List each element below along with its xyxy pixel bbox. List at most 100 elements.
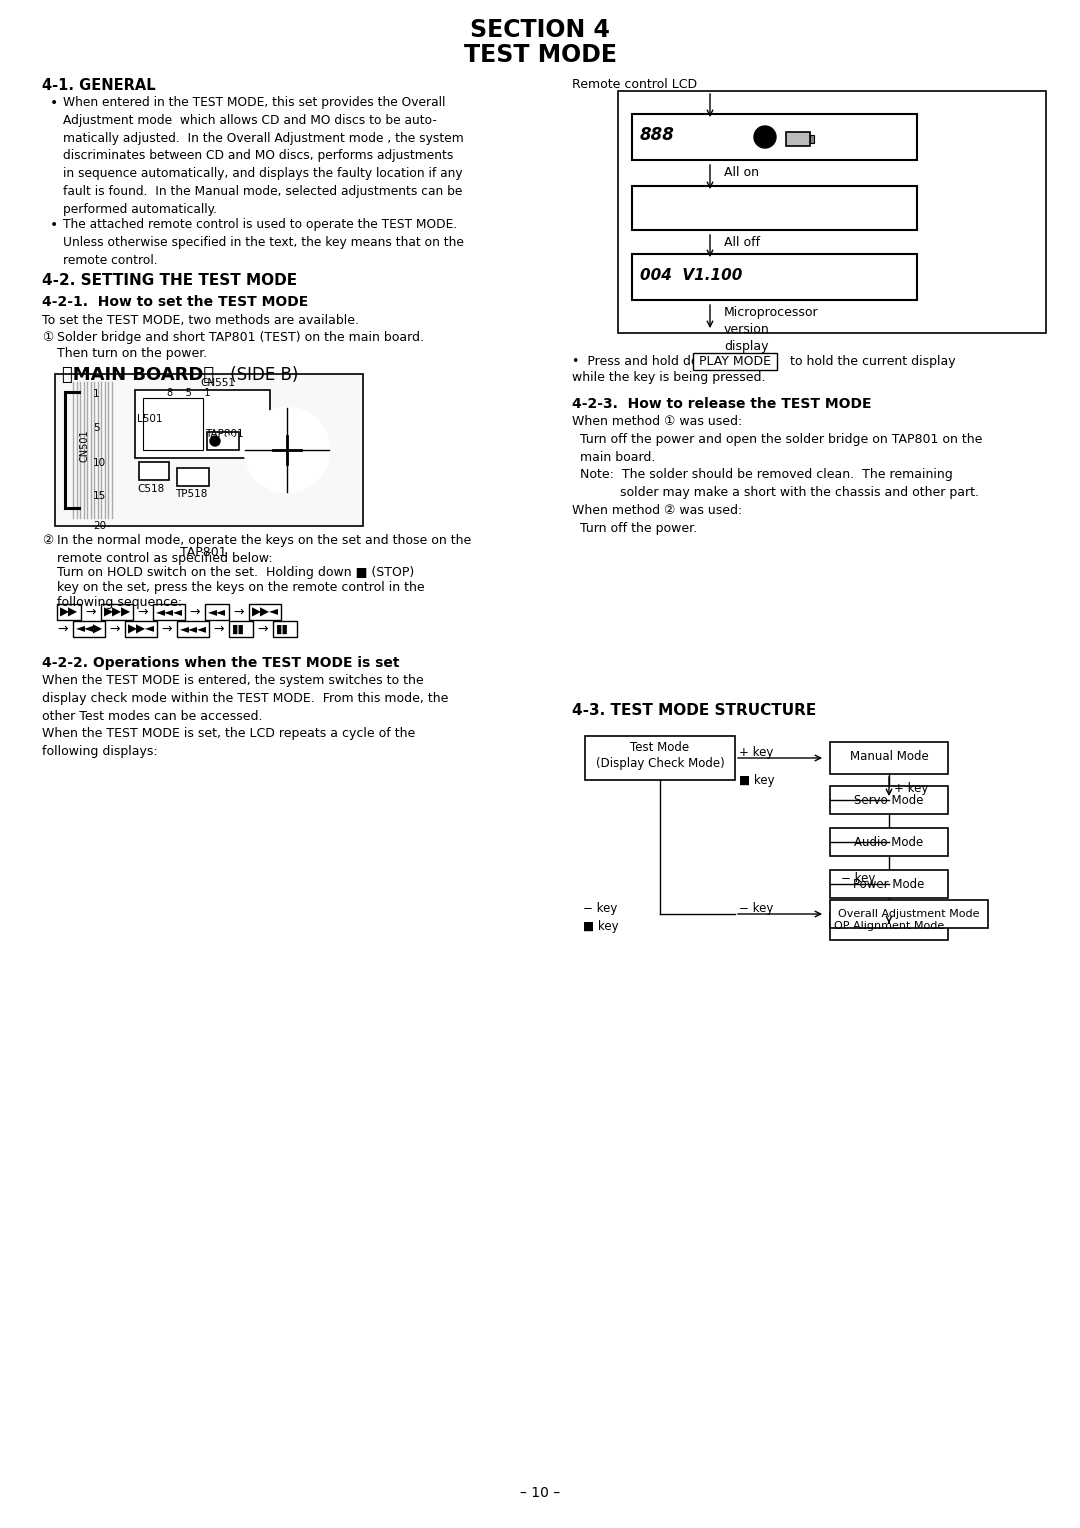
- Text: To set the TEST MODE, two methods are available.: To set the TEST MODE, two methods are av…: [42, 313, 359, 327]
- Text: 4-3. TEST MODE STRUCTURE: 4-3. TEST MODE STRUCTURE: [572, 703, 816, 718]
- Circle shape: [245, 408, 329, 492]
- Bar: [810, 134, 814, 144]
- Bar: [273, 620, 297, 637]
- Text: 4-2-1.  How to set the TEST MODE: 4-2-1. How to set the TEST MODE: [42, 295, 308, 309]
- Bar: [57, 604, 81, 620]
- Text: ▮▮: ▮▮: [276, 622, 289, 636]
- Text: ▶▶◄: ▶▶◄: [129, 622, 156, 636]
- Text: •: •: [50, 96, 58, 110]
- Text: →: →: [137, 605, 148, 619]
- Bar: [249, 604, 281, 620]
- Text: − key: − key: [583, 902, 618, 915]
- Bar: [632, 254, 917, 299]
- Bar: [55, 374, 363, 526]
- Bar: [139, 461, 168, 480]
- Text: ◄◄◄: ◄◄◄: [156, 605, 183, 619]
- Text: →: →: [109, 622, 120, 636]
- Text: TEST MODE: TEST MODE: [463, 43, 617, 67]
- Bar: [102, 604, 133, 620]
- Bar: [177, 468, 210, 486]
- Text: key on the set, press the keys on the remote control in the: key on the set, press the keys on the re…: [57, 581, 424, 594]
- Text: →: →: [85, 605, 95, 619]
- Text: •  Press and hold down: • Press and hold down: [572, 354, 717, 368]
- Bar: [153, 604, 185, 620]
- Circle shape: [754, 125, 777, 148]
- Text: 『MAIN BOARD』: 『MAIN BOARD』: [62, 367, 214, 384]
- Text: →: →: [57, 622, 67, 636]
- Text: Power Mode: Power Mode: [853, 877, 924, 891]
- Circle shape: [225, 435, 235, 446]
- Text: Servo Mode: Servo Mode: [854, 793, 923, 807]
- Bar: [125, 620, 157, 637]
- Bar: [229, 620, 253, 637]
- Text: 1: 1: [93, 390, 99, 399]
- Text: – 10 –: – 10 –: [519, 1487, 561, 1500]
- Text: 004  V1.100: 004 V1.100: [640, 267, 742, 283]
- Bar: [831, 828, 948, 856]
- Bar: [632, 115, 917, 160]
- Bar: [831, 869, 948, 898]
- Bar: [632, 186, 917, 231]
- Text: Test Mode
(Display Check Mode): Test Mode (Display Check Mode): [596, 741, 725, 770]
- Text: ▮▮: ▮▮: [232, 622, 245, 636]
- Text: ①: ①: [42, 332, 53, 344]
- Text: ▶▶◄: ▶▶◄: [252, 605, 279, 619]
- Text: to hold the current display: to hold the current display: [789, 354, 956, 368]
- Bar: [585, 736, 735, 779]
- Text: CN551: CN551: [200, 377, 235, 388]
- Text: while the key is being pressed.: while the key is being pressed.: [572, 371, 766, 384]
- Text: ▶▶▶: ▶▶▶: [104, 605, 131, 619]
- Text: →: →: [233, 605, 243, 619]
- Text: 20: 20: [93, 521, 106, 532]
- Text: 4-2-2. Operations when the TEST MODE is set: 4-2-2. Operations when the TEST MODE is …: [42, 656, 400, 669]
- Text: SECTION 4: SECTION 4: [470, 18, 610, 41]
- Text: The attached remote control is used to operate the TEST MODE.
Unless otherwise s: The attached remote control is used to o…: [63, 219, 464, 266]
- Bar: [207, 432, 239, 451]
- Bar: [177, 620, 210, 637]
- Bar: [135, 390, 270, 458]
- Text: 8    5    1: 8 5 1: [167, 388, 211, 397]
- Bar: [831, 900, 988, 927]
- Text: ■ key: ■ key: [739, 775, 774, 787]
- Text: − key: − key: [739, 902, 773, 915]
- Text: following sequence:: following sequence:: [57, 596, 183, 610]
- Circle shape: [210, 435, 220, 446]
- Text: ▶▶: ▶▶: [60, 605, 78, 619]
- Text: OP Alignment Mode: OP Alignment Mode: [834, 921, 944, 931]
- Text: TP518: TP518: [175, 489, 207, 500]
- Text: ◄◄▶: ◄◄▶: [76, 622, 103, 636]
- Bar: [831, 785, 948, 814]
- Bar: [205, 604, 229, 620]
- Text: →: →: [161, 622, 172, 636]
- Text: ◄◄: ◄◄: [208, 605, 226, 619]
- Text: Remote control LCD: Remote control LCD: [572, 78, 697, 92]
- Text: 4-2. SETTING THE TEST MODE: 4-2. SETTING THE TEST MODE: [42, 274, 297, 287]
- Text: L501: L501: [137, 414, 162, 423]
- Text: (SIDE B): (SIDE B): [225, 367, 298, 384]
- Text: TAP801: TAP801: [205, 429, 244, 439]
- Text: 15: 15: [93, 490, 106, 501]
- Text: ②: ②: [42, 533, 53, 547]
- Bar: [667, 128, 745, 151]
- Text: Solder bridge and short TAP801 (TEST) on the main board.: Solder bridge and short TAP801 (TEST) on…: [57, 332, 424, 344]
- Text: Overall Adjustment Mode: Overall Adjustment Mode: [838, 909, 980, 918]
- Bar: [831, 912, 948, 940]
- Text: TAP801: TAP801: [180, 545, 227, 559]
- Bar: [831, 743, 948, 775]
- Text: PLAY MODE: PLAY MODE: [696, 354, 775, 368]
- Text: Microprocessor
version
display: Microprocessor version display: [724, 306, 819, 353]
- Text: Then turn on the power.: Then turn on the power.: [57, 347, 207, 361]
- Text: •: •: [50, 219, 58, 232]
- Text: All off: All off: [724, 235, 760, 249]
- Text: →: →: [213, 622, 224, 636]
- Text: ◄◄◄: ◄◄◄: [180, 622, 207, 636]
- Text: − key: − key: [841, 872, 876, 885]
- Text: C518: C518: [137, 484, 164, 494]
- Text: Turn on HOLD switch on the set.  Holding down ■ (STOP): Turn on HOLD switch on the set. Holding …: [57, 565, 415, 579]
- Text: Manual Mode: Manual Mode: [850, 750, 929, 762]
- Text: + key: + key: [894, 782, 929, 795]
- Text: 888: 888: [640, 125, 675, 144]
- Text: 10: 10: [93, 458, 106, 468]
- Text: + key: + key: [739, 746, 773, 759]
- Text: All on: All on: [724, 167, 759, 179]
